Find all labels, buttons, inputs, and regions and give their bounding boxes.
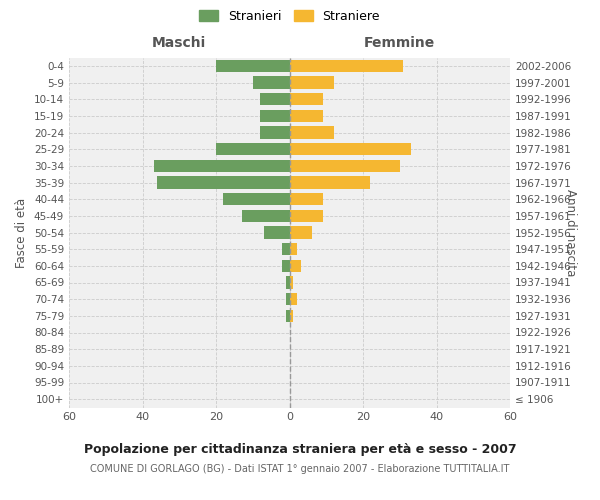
Bar — [282, 243, 290, 256]
Bar — [290, 176, 370, 189]
Bar — [154, 160, 290, 172]
Bar — [290, 60, 403, 72]
Bar — [286, 293, 290, 306]
Bar — [216, 60, 290, 72]
Bar — [290, 76, 334, 89]
Bar — [290, 93, 323, 106]
Bar — [290, 160, 400, 172]
Bar — [290, 276, 293, 289]
Bar — [290, 310, 293, 322]
Text: Femmine: Femmine — [364, 36, 436, 50]
Bar — [290, 210, 323, 222]
Bar — [260, 126, 290, 139]
Bar — [282, 260, 290, 272]
Bar — [290, 143, 411, 156]
Bar — [223, 193, 290, 205]
Bar — [290, 110, 323, 122]
Bar — [286, 276, 290, 289]
Bar — [290, 243, 297, 256]
Bar — [264, 226, 290, 239]
Y-axis label: Fasce di età: Fasce di età — [16, 198, 28, 268]
Bar — [260, 93, 290, 106]
Bar — [290, 293, 297, 306]
Text: Popolazione per cittadinanza straniera per età e sesso - 2007: Popolazione per cittadinanza straniera p… — [83, 442, 517, 456]
Bar — [216, 143, 290, 156]
Bar — [157, 176, 290, 189]
Bar — [242, 210, 290, 222]
Bar — [260, 110, 290, 122]
Bar — [290, 260, 301, 272]
Legend: Stranieri, Straniere: Stranieri, Straniere — [199, 10, 380, 22]
Bar — [290, 126, 334, 139]
Bar — [290, 226, 311, 239]
Y-axis label: Anni di nascita: Anni di nascita — [564, 189, 577, 276]
Bar — [253, 76, 290, 89]
Text: Maschi: Maschi — [152, 36, 206, 50]
Text: COMUNE DI GORLAGO (BG) - Dati ISTAT 1° gennaio 2007 - Elaborazione TUTTITALIA.IT: COMUNE DI GORLAGO (BG) - Dati ISTAT 1° g… — [91, 464, 509, 474]
Bar — [286, 310, 290, 322]
Bar — [290, 193, 323, 205]
